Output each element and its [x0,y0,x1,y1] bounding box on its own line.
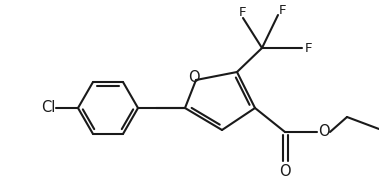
Text: F: F [305,42,313,55]
Text: O: O [188,70,200,85]
Text: O: O [279,165,291,180]
Text: F: F [279,3,287,16]
Text: O: O [318,124,330,139]
Text: F: F [238,7,246,20]
Text: Cl: Cl [41,100,55,115]
